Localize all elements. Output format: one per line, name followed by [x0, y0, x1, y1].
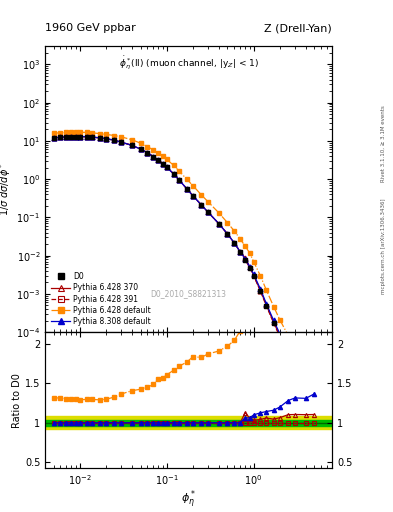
Text: 1960 GeV ppbar: 1960 GeV ppbar	[45, 23, 136, 33]
Legend: D0, Pythia 6.428 370, Pythia 6.428 391, Pythia 6.428 default, Pythia 8.308 defau: D0, Pythia 6.428 370, Pythia 6.428 391, …	[49, 270, 154, 328]
Y-axis label: Ratio to D0: Ratio to D0	[12, 373, 22, 428]
X-axis label: $\phi^*_{\eta}$: $\phi^*_{\eta}$	[181, 488, 196, 511]
Text: D0_2010_S8821313: D0_2010_S8821313	[151, 289, 227, 298]
Text: Rivet 3.1.10, ≥ 3.1M events: Rivet 3.1.10, ≥ 3.1M events	[381, 105, 386, 182]
Y-axis label: $1/\sigma\;d\sigma/d\phi^*$: $1/\sigma\;d\sigma/d\phi^*$	[0, 162, 13, 216]
Text: mcplots.cern.ch [arXiv:1306.3436]: mcplots.cern.ch [arXiv:1306.3436]	[381, 198, 386, 293]
Text: Z (Drell-Yan): Z (Drell-Yan)	[264, 23, 332, 33]
Text: $\dot{\phi}^*_{\eta}$(ll) (muon channel, |y$_Z$| < 1): $\dot{\phi}^*_{\eta}$(ll) (muon channel,…	[119, 55, 259, 72]
